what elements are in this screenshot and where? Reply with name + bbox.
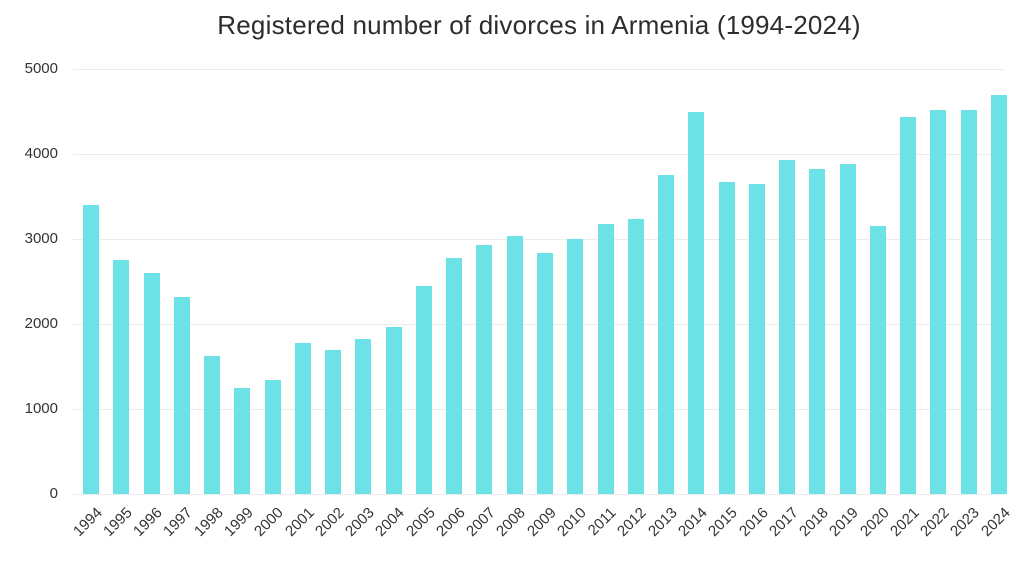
bar-2009 <box>537 253 553 494</box>
y-tick-label-5000: 5000 <box>24 60 58 77</box>
y-tick-label-0: 0 <box>49 485 58 502</box>
x-tick-label-2020: 2020 <box>856 504 893 540</box>
x-tick-label-2018: 2018 <box>796 504 832 540</box>
bar-2013 <box>658 175 675 494</box>
x-tick-label-1997: 1997 <box>160 504 197 540</box>
x-tick-label-2010: 2010 <box>553 504 590 540</box>
x-tick-label-1995: 1995 <box>99 504 136 540</box>
bar-1996 <box>143 273 160 494</box>
bar-2015 <box>718 182 735 494</box>
x-tick-label-2015: 2015 <box>705 504 741 540</box>
bar-2020 <box>869 226 886 494</box>
x-tick-label-2000: 2000 <box>251 504 287 540</box>
bar-2019 <box>839 164 856 494</box>
x-tick-label-2009: 2009 <box>523 504 560 540</box>
x-tick-label-2003: 2003 <box>342 504 378 540</box>
x-tick-label-1999: 1999 <box>221 504 257 540</box>
bar-1999 <box>234 387 251 494</box>
bar-2017 <box>779 159 796 494</box>
x-tick-label-1996: 1996 <box>130 504 166 540</box>
gridline-4000 <box>73 153 1005 155</box>
bar-2004 <box>385 326 402 494</box>
bar-1997 <box>173 296 190 494</box>
bar-2014 <box>688 111 705 494</box>
x-tick-label-2019: 2019 <box>826 504 862 540</box>
bar-2006 <box>446 257 463 494</box>
bar-2011 <box>597 223 614 494</box>
gridline-0 <box>73 493 1005 495</box>
bar-1998 <box>204 356 221 494</box>
bar-2005 <box>415 285 432 494</box>
bar-2018 <box>809 169 826 494</box>
bar-2007 <box>476 244 493 494</box>
x-tick-label-2004: 2004 <box>372 504 408 540</box>
bar-2000 <box>264 380 281 494</box>
bar-1994 <box>83 205 99 494</box>
bar-2003 <box>355 339 372 494</box>
x-tick-label-2024: 2024 <box>977 504 1014 540</box>
x-tick-label-2012: 2012 <box>614 504 651 540</box>
bar-2016 <box>748 183 765 494</box>
x-tick-label-2014: 2014 <box>675 504 711 540</box>
bar-2002 <box>325 350 342 494</box>
chart-title: Registered number of divorces in Armenia… <box>217 10 861 40</box>
x-tick-label-2017: 2017 <box>765 504 802 540</box>
x-tick-label-2023: 2023 <box>947 504 984 540</box>
x-tick-label-2016: 2016 <box>735 504 772 540</box>
x-tick-label-2001: 2001 <box>281 504 318 540</box>
bar-2021 <box>900 117 917 494</box>
bar-2008 <box>506 236 523 494</box>
gridline-5000 <box>73 68 1005 70</box>
y-tick-label-2000: 2000 <box>24 315 58 332</box>
x-tick-label-2006: 2006 <box>432 504 469 540</box>
y-tick-label-3000: 3000 <box>24 230 58 247</box>
y-tick-label-1000: 1000 <box>24 400 58 417</box>
bar-2022 <box>930 109 947 494</box>
bar-2001 <box>294 342 311 494</box>
bar-2010 <box>567 239 584 494</box>
x-tick-label-2021: 2021 <box>886 504 923 540</box>
x-tick-label-2008: 2008 <box>493 504 530 540</box>
x-tick-label-2007: 2007 <box>463 504 499 540</box>
gridline-3000 <box>73 238 1005 240</box>
y-tick-label-4000: 4000 <box>24 145 58 162</box>
x-tick-label-2011: 2011 <box>585 504 620 540</box>
x-tick-label-2022: 2022 <box>917 504 953 540</box>
bar-2012 <box>627 218 644 494</box>
bar-2024 <box>991 95 1007 494</box>
x-tick-label-2002: 2002 <box>311 504 348 540</box>
bar-1995 <box>113 260 130 494</box>
x-tick-label-1998: 1998 <box>190 504 227 540</box>
x-tick-label-2005: 2005 <box>402 504 439 540</box>
bar-2023 <box>960 109 977 494</box>
x-tick-label-2013: 2013 <box>644 504 681 540</box>
x-tick-label-1994: 1994 <box>69 504 106 540</box>
